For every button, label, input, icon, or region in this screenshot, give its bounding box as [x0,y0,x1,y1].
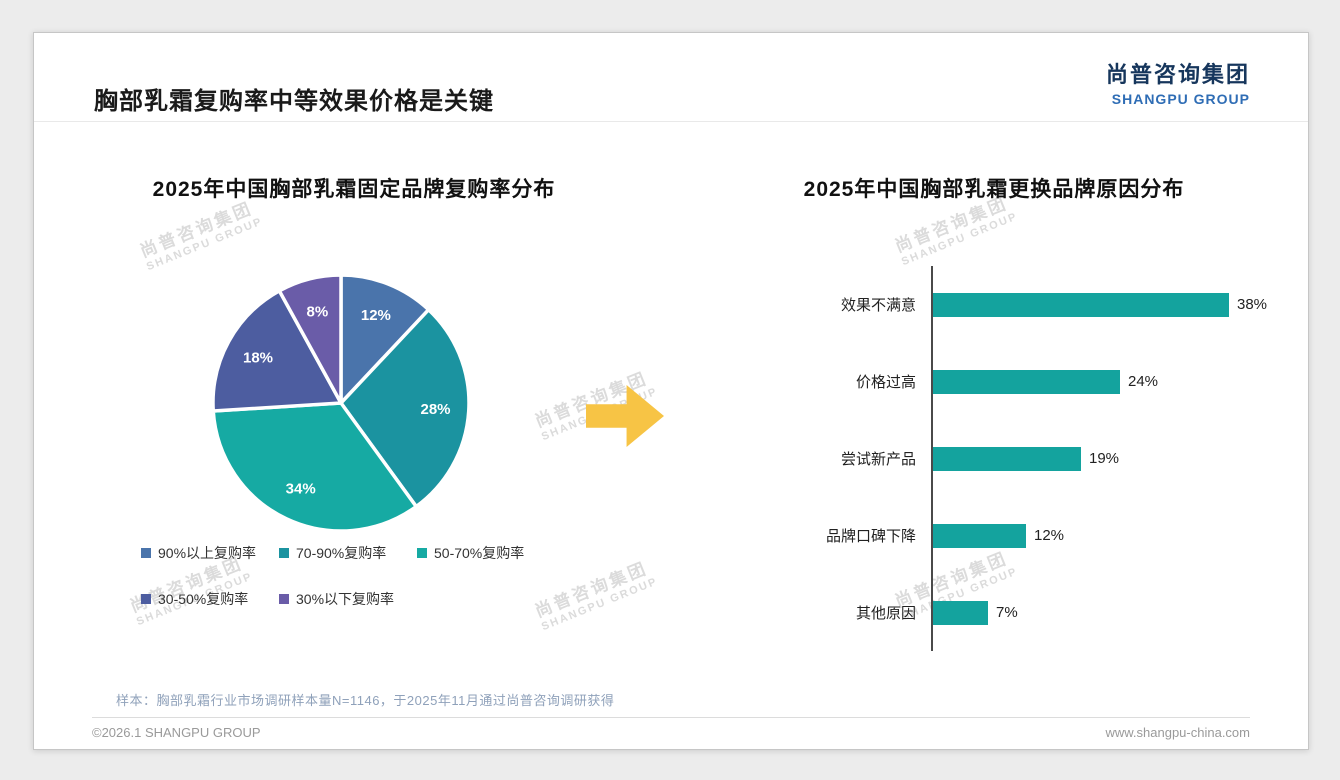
bar-area: 7% [931,600,1018,625]
watermark-en-text: SHANGPU GROUP [899,210,1020,269]
legend-label: 90%以上复购率 [158,545,257,561]
bar-category-label: 品牌口碑下降 [825,528,916,545]
bar-chart: 效果不满意 38% 价格过高 24% 尝试新产品 19% 品牌口碑下降 12% 其他原因 7% [709,266,1289,651]
pie-slice-4 [277,273,343,405]
legend-label: 30%以下复购率 [296,591,395,607]
bar-category-label: 效果不满意 [840,297,916,314]
bar-value-label: 24% [1128,373,1159,390]
pie-slice-2 [211,401,418,533]
bar-0 [933,292,1229,317]
pie-chart-svg: 12% 28% 34% 18% 8% [211,273,471,533]
bar-row: 品牌口碑下降 12% [709,497,1289,574]
bar-2 [933,446,1081,471]
legend-swatch-icon [279,594,289,604]
legend-swatch-icon [417,548,427,558]
legend-swatch-icon [279,548,289,558]
bar-row: 其他原因 7% [709,574,1289,651]
legend-label: 30-50%复购率 [158,591,249,607]
bar-3 [933,523,1026,548]
bar-category-label: 其他原因 [855,605,916,622]
legend-item: 30-50%复购率 [141,589,279,609]
pie-slice-value-label: 12% [361,307,391,324]
bar-area: 24% [931,369,1159,394]
pie-slice-value-label: 34% [286,481,316,498]
bar-value-label: 12% [1034,527,1065,544]
bar-chart-axis [931,266,933,651]
footer-divider [92,717,1250,718]
bar-value-label: 7% [996,604,1018,621]
legend-item: 70-90%复购率 [279,543,417,563]
page-title: 胸部乳霜复购率中等效果价格是关键 [94,88,494,115]
bar-value-label: 38% [1237,296,1268,313]
bar-value-label: 19% [1089,450,1120,467]
legend-label: 50-70%复购率 [434,545,525,561]
bar-row: 效果不满意 38% [709,266,1289,343]
bar-4 [933,600,988,625]
bar-category-label: 尝试新产品 [840,451,916,468]
pie-slice-1 [339,307,471,509]
pie-slice-0 [339,273,431,405]
footer-copyright: ©2026.1 SHANGPU GROUP [92,725,261,740]
legend-swatch-icon [141,548,151,558]
bar-area: 12% [931,523,1065,548]
bar-row: 价格过高 24% [709,343,1289,420]
legend-swatch-icon [141,594,151,604]
bar-chart-rows: 效果不满意 38% 价格过高 24% 尝试新产品 19% 品牌口碑下降 12% 其他原因 7% [709,266,1289,651]
bar-row: 尝试新产品 19% [709,420,1289,497]
pie-legend: 90%以上复购率 70-90%复购率 50-70%复购率 30-50%复购率 30%以… [141,543,621,635]
footer-website: www.shangpu-china.com [1105,725,1250,740]
bar-chart-title: 2025年中国胸部乳霜更换品牌原因分布 [803,178,1185,201]
legend-item: 90%以上复购率 [141,543,279,563]
right-arrow-icon [586,385,664,447]
bar-1 [933,369,1120,394]
sample-footnote: 样本：胸部乳霜行业市场调研样本量N=1146，于2025年11月通过尚普咨询调研… [116,693,615,708]
pie-slice-value-label: 28% [420,401,450,418]
logo-en-text: SHANGPU GROUP [1111,91,1250,107]
logo-cn-text: 尚普咨询集团 [1105,62,1250,87]
pie-chart-title: 2025年中国胸部乳霜固定品牌复购率分布 [152,178,556,201]
pie-slice-value-label: 8% [307,303,329,320]
pie-slice-3 [211,289,343,413]
legend-label: 70-90%复购率 [296,545,387,561]
header-divider [34,121,1308,122]
legend-item: 50-70%复购率 [417,543,555,563]
bar-category-label: 价格过高 [855,374,916,391]
pie-slice-value-label: 18% [243,349,273,366]
company-logo: 尚普咨询集团 SHANGPU GROUP [1106,57,1250,107]
pie-legend-row: 30-50%复购率 30%以下复购率 [141,589,621,609]
pie-legend-row: 90%以上复购率 70-90%复购率 50-70%复购率 [141,543,621,563]
bar-area: 38% [931,292,1268,317]
bar-area: 19% [931,446,1120,471]
legend-item: 30%以下复购率 [279,589,417,609]
